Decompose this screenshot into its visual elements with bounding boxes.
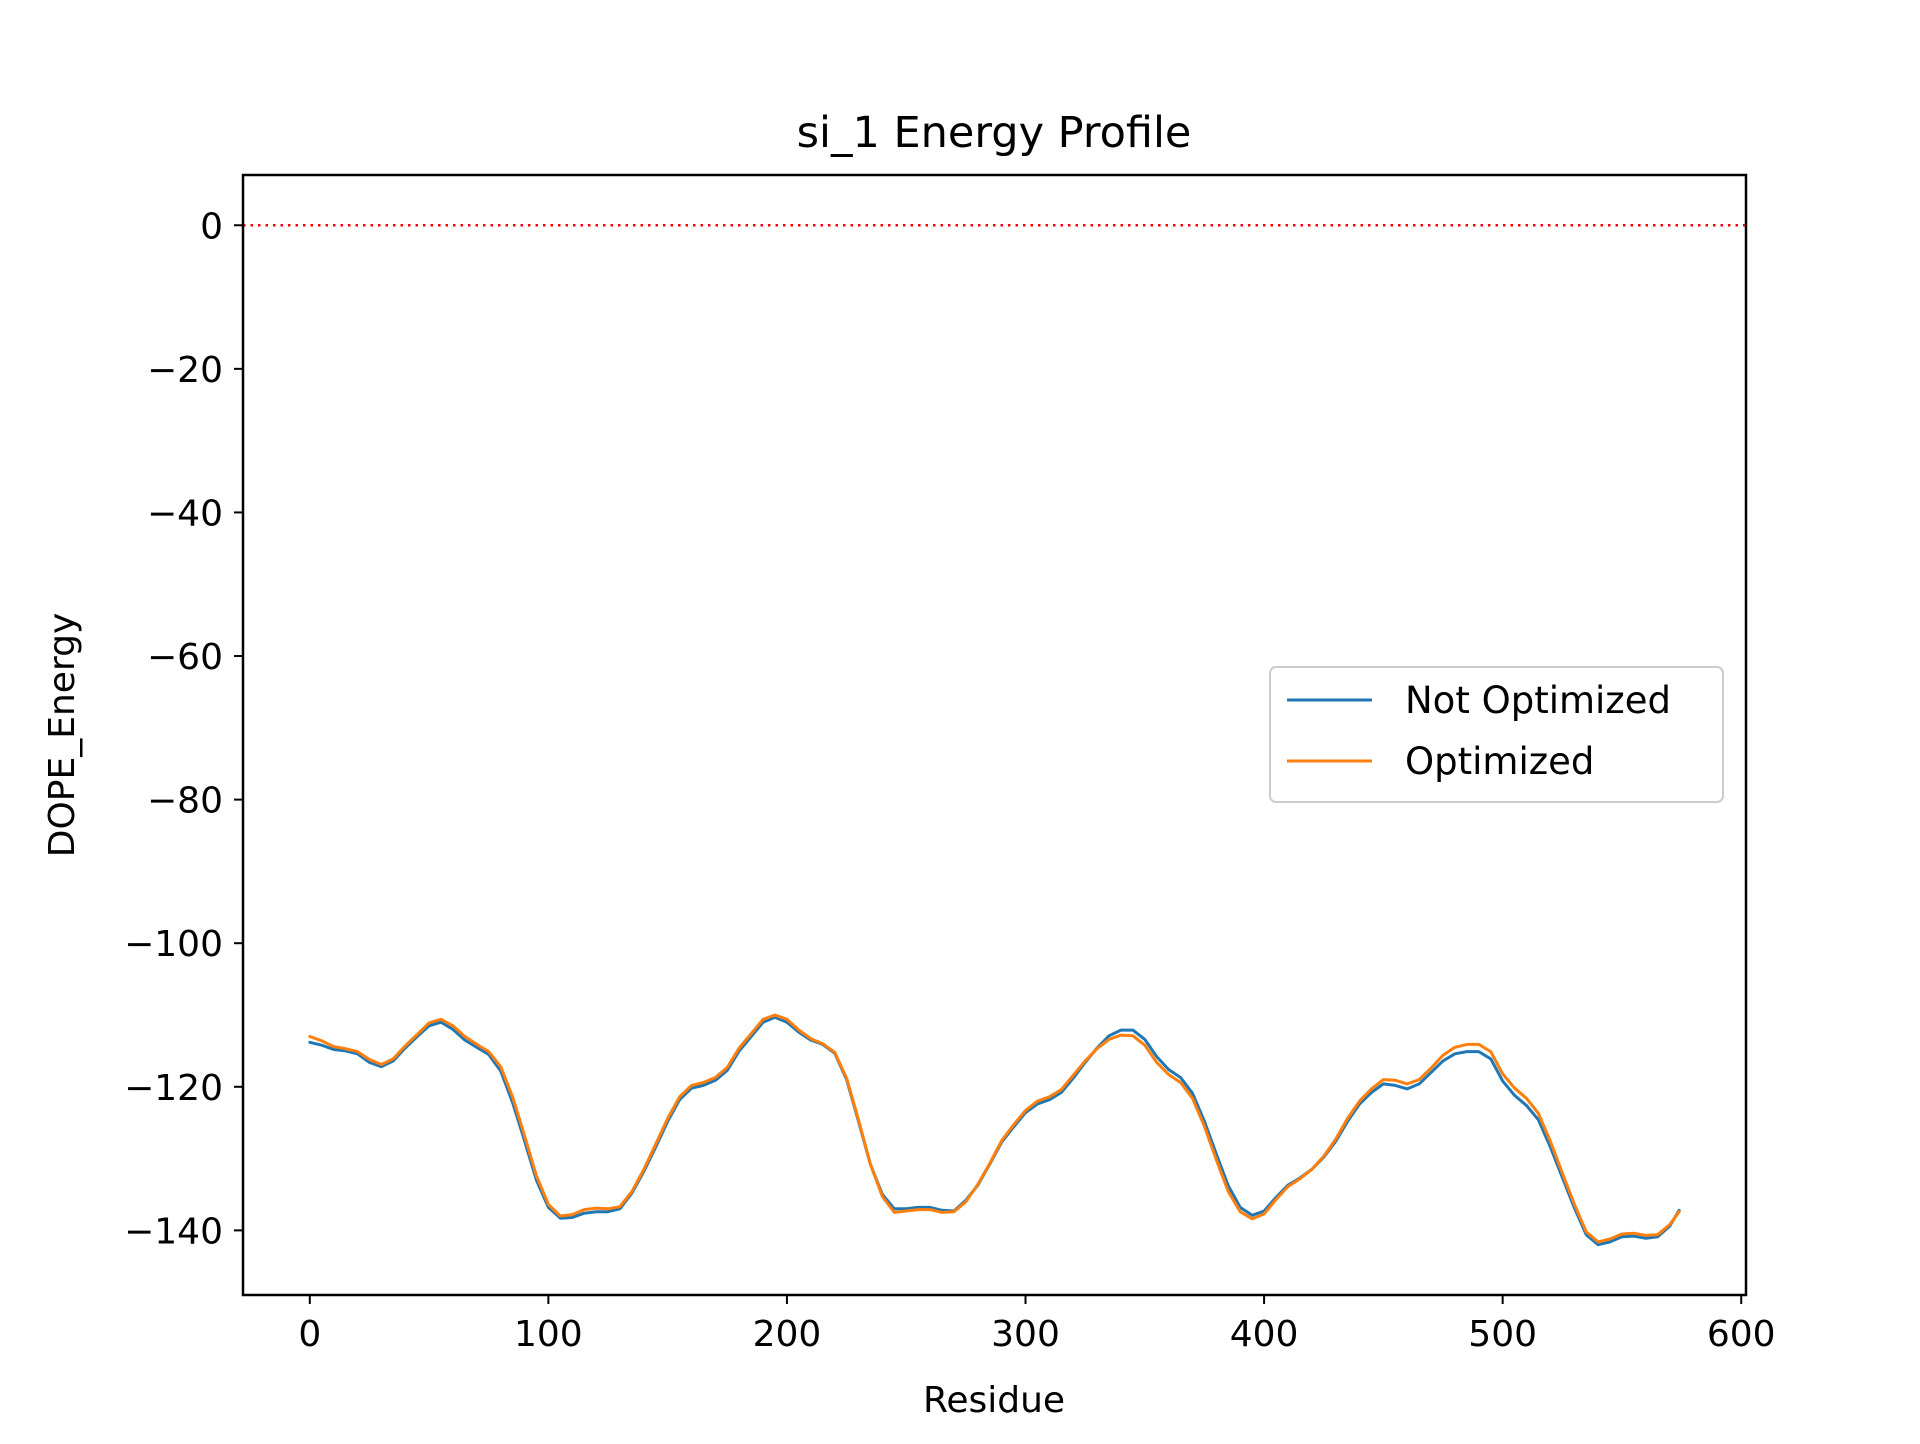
y-tick-label: −60	[147, 637, 223, 678]
legend-label-not-optimized: Not Optimized	[1405, 679, 1671, 722]
x-tick-label: 400	[1230, 1314, 1299, 1355]
series-line-optimized	[308, 1013, 1681, 1244]
plot-frame	[241, 173, 1748, 1297]
x-tick-label: 200	[753, 1314, 822, 1355]
y-tick-label: −20	[147, 350, 223, 391]
x-tick-label: 100	[514, 1314, 583, 1355]
x-tick-label: 300	[991, 1314, 1060, 1355]
y-tick-label: −120	[124, 1068, 223, 1109]
x-tick-label: 500	[1468, 1314, 1537, 1355]
y-tick-label: −100	[124, 924, 223, 965]
y-tick-label: −140	[124, 1211, 223, 1252]
y-axis-label: DOPE_Energy	[42, 613, 83, 858]
plot-content	[243, 224, 1746, 1247]
y-axis: 0 −20 −40 −60 −80 −100 −120 −140	[124, 206, 243, 1252]
x-tick-label: 0	[298, 1314, 321, 1355]
y-tick-label: −80	[147, 781, 223, 822]
legend: Not Optimized Optimized	[1269, 666, 1724, 803]
y-tick-label: −40	[147, 493, 223, 534]
x-axis: 0 100 200 300 400 500 600	[298, 1295, 1776, 1355]
legend-label-optimized: Optimized	[1405, 740, 1594, 783]
x-axis-label: Residue	[923, 1380, 1065, 1421]
chart-title: si_1 Energy Profile	[797, 108, 1192, 158]
legend-box	[1269, 666, 1724, 803]
x-tick-label: 600	[1707, 1314, 1776, 1355]
y-tick-label: 0	[200, 206, 223, 247]
